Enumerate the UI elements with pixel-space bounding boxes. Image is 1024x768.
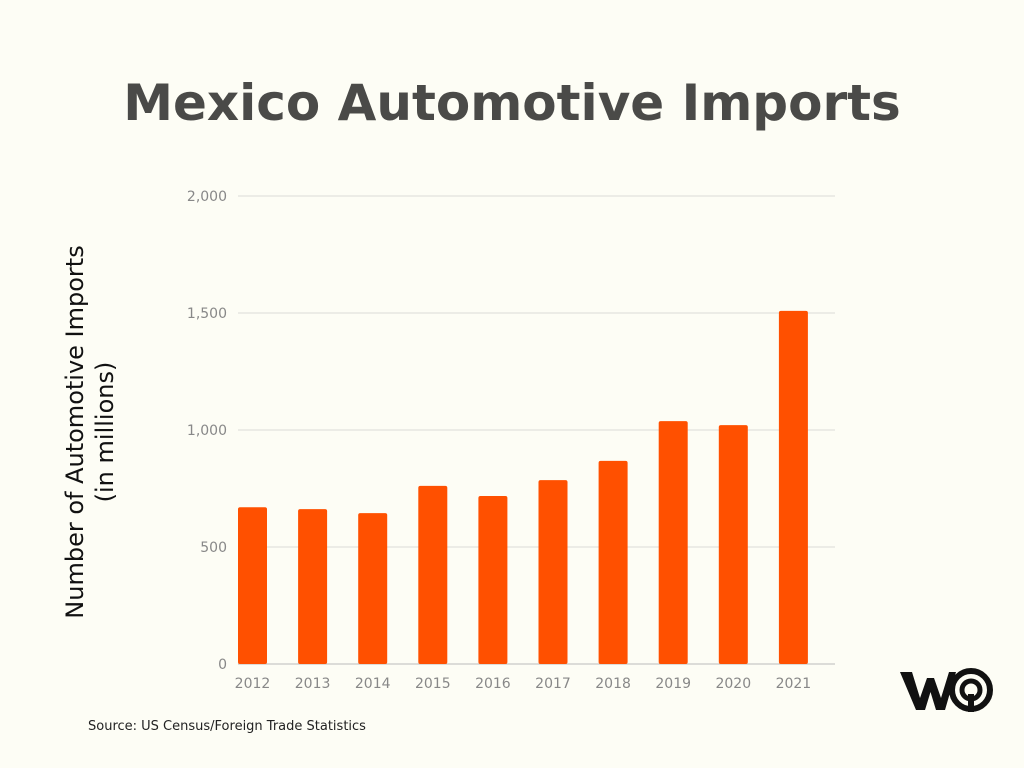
x-tick-label: 2017 <box>535 676 571 692</box>
x-tick-label: 2018 <box>595 676 631 692</box>
y-tick-label: 1,000 <box>187 423 227 439</box>
bar-2015 <box>418 485 448 664</box>
logo-icon <box>900 668 993 712</box>
x-tick-label: 2016 <box>475 676 511 692</box>
x-tick-label: 2013 <box>295 676 331 692</box>
x-tick-label: 2019 <box>655 676 691 692</box>
bar-2020 <box>718 425 748 664</box>
y-tick-label: 1,500 <box>187 306 227 322</box>
bar-2019 <box>658 421 688 664</box>
bar-2013 <box>298 509 328 664</box>
bar-2014 <box>358 513 388 664</box>
chart-title: Mexico Automotive Imports <box>123 74 901 132</box>
x-tick-label: 2015 <box>415 676 451 692</box>
x-tick-label: 2020 <box>715 676 751 692</box>
x-tick-label: 2014 <box>355 676 391 692</box>
y-tick-label: 0 <box>218 657 227 673</box>
bar-2012 <box>238 507 267 664</box>
x-tick-label: 2021 <box>776 676 812 692</box>
y-tick-label: 500 <box>200 540 227 556</box>
source-note: Source: US Census/Foreign Trade Statisti… <box>88 719 366 734</box>
y-tick-label: 2,000 <box>187 189 227 205</box>
bar-2016 <box>478 495 508 664</box>
bar-2018 <box>598 460 628 664</box>
x-tick-label: 2012 <box>235 676 271 692</box>
bar-2017 <box>538 480 568 664</box>
bar-2021 <box>778 310 808 664</box>
